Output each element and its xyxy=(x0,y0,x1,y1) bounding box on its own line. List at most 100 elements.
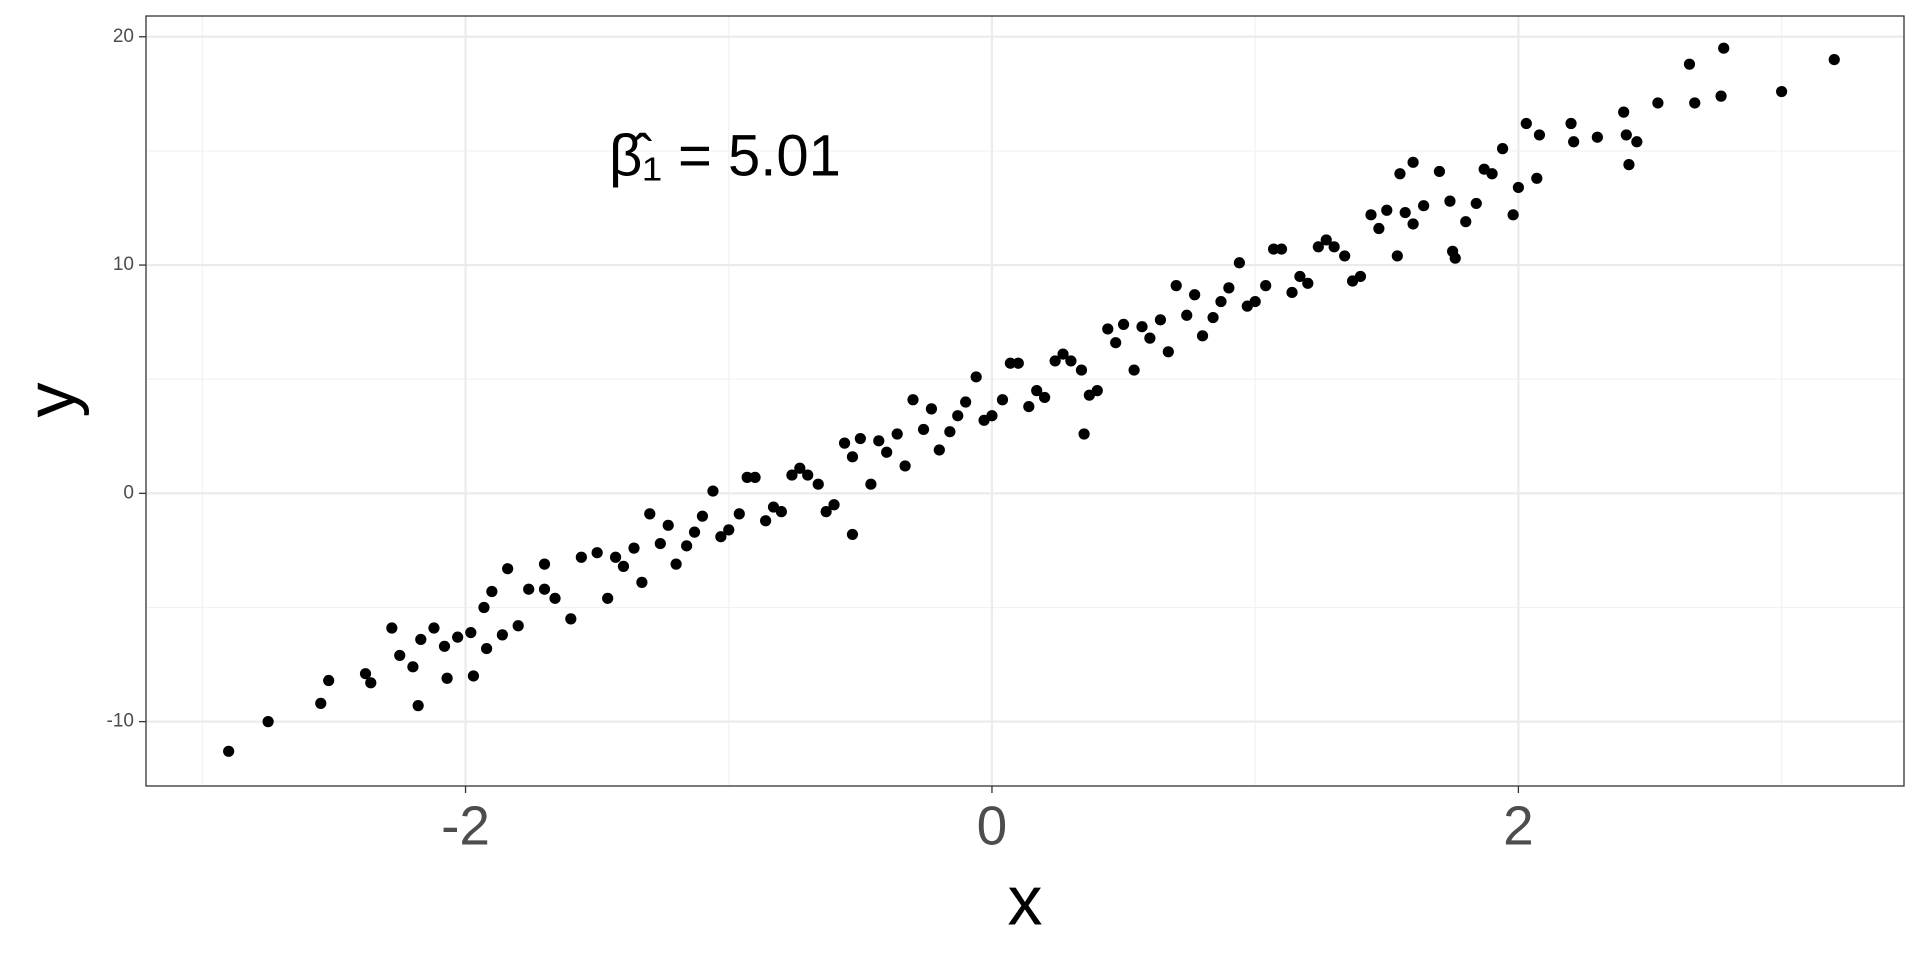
point xyxy=(960,396,972,408)
points xyxy=(223,42,1840,757)
point xyxy=(1618,106,1630,118)
point xyxy=(1652,97,1664,109)
point xyxy=(786,469,798,481)
point xyxy=(670,558,682,570)
point xyxy=(1623,159,1635,171)
point xyxy=(1012,357,1024,369)
point xyxy=(1591,131,1603,143)
point xyxy=(688,526,701,538)
point xyxy=(1512,181,1524,194)
point xyxy=(1568,136,1580,148)
point xyxy=(1110,337,1122,349)
point xyxy=(1460,216,1472,228)
point xyxy=(741,471,753,483)
point xyxy=(1241,300,1253,312)
x-tick-label: -2 xyxy=(441,795,490,857)
point xyxy=(802,469,814,481)
point xyxy=(846,451,859,463)
point xyxy=(846,528,859,541)
point xyxy=(707,485,719,497)
point xyxy=(1497,143,1509,155)
point xyxy=(1023,400,1035,413)
grid xyxy=(146,16,1904,786)
point xyxy=(899,460,911,472)
point xyxy=(1049,355,1061,367)
point xyxy=(394,649,406,662)
point xyxy=(1776,85,1788,98)
point xyxy=(1683,58,1696,70)
point xyxy=(715,531,727,543)
point xyxy=(696,510,709,522)
point xyxy=(523,583,535,595)
point xyxy=(1286,286,1298,299)
point xyxy=(1715,90,1727,102)
point xyxy=(854,432,866,445)
point xyxy=(1565,117,1577,130)
point xyxy=(1294,270,1306,283)
point xyxy=(1039,391,1051,404)
point xyxy=(480,642,493,655)
point xyxy=(565,613,577,625)
point xyxy=(812,478,824,490)
point xyxy=(881,446,893,458)
point xyxy=(315,697,327,709)
panel-border xyxy=(145,15,1905,787)
point xyxy=(1075,364,1088,376)
point xyxy=(1394,168,1406,180)
point xyxy=(441,672,453,684)
point xyxy=(1689,97,1701,109)
point xyxy=(1399,206,1411,219)
point xyxy=(1520,117,1532,130)
point xyxy=(412,700,424,712)
point xyxy=(1828,54,1840,66)
point xyxy=(323,674,335,687)
point xyxy=(907,394,919,406)
point xyxy=(654,537,666,550)
point xyxy=(760,515,772,527)
point xyxy=(602,592,614,604)
point xyxy=(636,576,648,588)
point xyxy=(1083,389,1095,401)
point xyxy=(1418,200,1430,212)
point xyxy=(1189,289,1201,301)
point xyxy=(1718,42,1730,54)
point xyxy=(1470,197,1482,210)
point xyxy=(1215,295,1227,308)
annotation: β̂₁ = 5.01 xyxy=(609,123,841,188)
point xyxy=(794,462,806,474)
y-tick-label: 20 xyxy=(113,26,134,47)
point xyxy=(1144,332,1156,344)
point xyxy=(681,540,693,552)
x-axis-label: x xyxy=(1008,861,1043,939)
x-tick-label: 2 xyxy=(1503,795,1534,857)
point xyxy=(538,558,551,570)
point xyxy=(1320,234,1332,246)
point xyxy=(1365,209,1377,221)
point xyxy=(359,668,372,680)
point xyxy=(1102,323,1114,335)
point xyxy=(496,629,508,641)
point xyxy=(996,394,1009,406)
point xyxy=(1136,321,1148,333)
point xyxy=(591,547,603,559)
point xyxy=(1407,156,1419,168)
y-tick-label: -10 xyxy=(107,711,134,732)
point xyxy=(1065,355,1077,367)
point xyxy=(1223,282,1235,294)
point xyxy=(828,499,840,511)
point xyxy=(1407,218,1419,230)
point xyxy=(486,585,498,598)
point xyxy=(386,622,398,634)
x-tick-label: 0 xyxy=(977,795,1008,857)
point xyxy=(865,478,877,490)
point xyxy=(438,640,451,652)
point xyxy=(1631,136,1643,148)
point xyxy=(933,444,945,456)
point xyxy=(1373,222,1385,235)
point xyxy=(1260,280,1272,292)
point xyxy=(723,524,735,536)
point xyxy=(917,423,930,436)
point xyxy=(1004,357,1016,369)
